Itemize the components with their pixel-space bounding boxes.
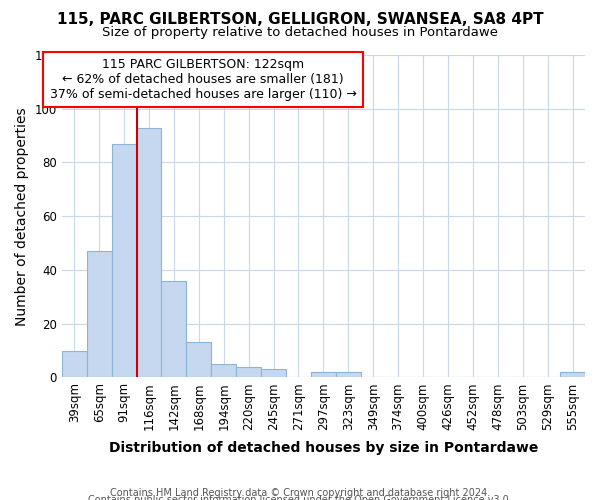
Bar xyxy=(112,144,137,378)
Y-axis label: Number of detached properties: Number of detached properties xyxy=(15,107,29,326)
Text: 115, PARC GILBERTSON, GELLIGRON, SWANSEA, SA8 4PT: 115, PARC GILBERTSON, GELLIGRON, SWANSEA… xyxy=(56,12,544,28)
Text: 115 PARC GILBERTSON: 122sqm
← 62% of detached houses are smaller (181)
37% of se: 115 PARC GILBERTSON: 122sqm ← 62% of det… xyxy=(50,58,356,101)
Bar xyxy=(161,280,187,378)
Bar xyxy=(211,364,236,378)
Text: Size of property relative to detached houses in Pontardawe: Size of property relative to detached ho… xyxy=(102,26,498,39)
Bar xyxy=(87,251,112,378)
Bar xyxy=(62,350,87,378)
Bar xyxy=(560,372,585,378)
Bar xyxy=(236,366,261,378)
Bar xyxy=(187,342,211,378)
Bar xyxy=(311,372,336,378)
X-axis label: Distribution of detached houses by size in Pontardawe: Distribution of detached houses by size … xyxy=(109,441,538,455)
Bar xyxy=(137,128,161,378)
Text: Contains HM Land Registry data © Crown copyright and database right 2024.: Contains HM Land Registry data © Crown c… xyxy=(110,488,490,498)
Text: Contains public sector information licensed under the Open Government Licence v3: Contains public sector information licen… xyxy=(88,495,512,500)
Bar xyxy=(336,372,361,378)
Bar xyxy=(261,370,286,378)
